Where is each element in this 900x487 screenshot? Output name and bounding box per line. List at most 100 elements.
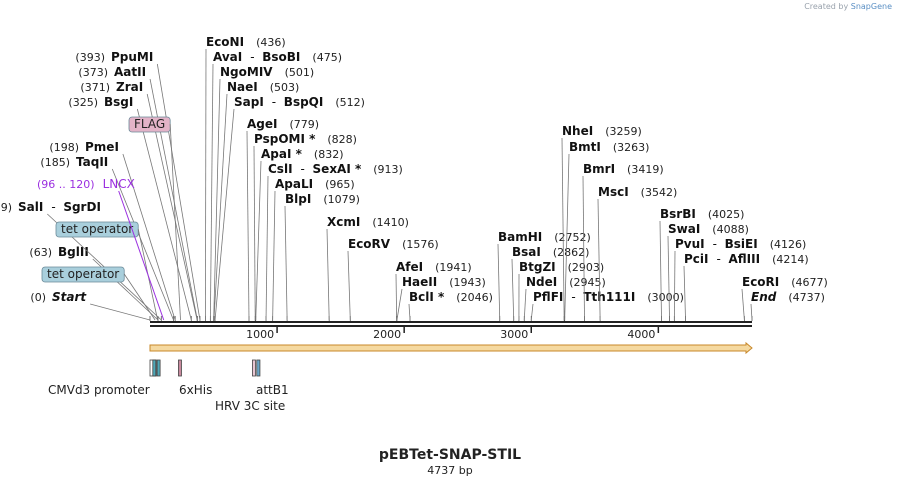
site-position: (4126) bbox=[770, 238, 807, 251]
site-bcli-name: BclI * bbox=[409, 290, 445, 304]
feature-cmvd3-promoter-label: CMVd3 promoter bbox=[48, 383, 150, 397]
feature-tet-op-box-box bbox=[152, 359, 157, 377]
site-blpi-name: BlpI bbox=[285, 192, 311, 206]
site-position: (2752) bbox=[554, 231, 591, 244]
feature-6xhis-box bbox=[178, 359, 182, 377]
site-leader bbox=[253, 145, 256, 321]
site-pvui-name2: BsiEI bbox=[725, 237, 758, 251]
feature-hrv-3c-site-box bbox=[252, 359, 256, 377]
feature-attb1-box bbox=[256, 359, 261, 377]
site-ngomiv-name: NgoMIV bbox=[220, 65, 273, 79]
feature-hrv-3c-site-label: HRV 3C site bbox=[215, 399, 285, 413]
site-position: (3419) bbox=[627, 163, 664, 176]
site-leader bbox=[396, 288, 403, 321]
site-position: (0) bbox=[30, 291, 46, 304]
site-leader bbox=[511, 258, 515, 321]
site-position: (1079) bbox=[323, 193, 360, 206]
site-leader bbox=[530, 303, 534, 321]
site-leader bbox=[209, 63, 214, 321]
site-pcii-name2: AflIII bbox=[729, 252, 761, 266]
site-leader bbox=[272, 190, 276, 321]
site-sali-name: SalI bbox=[18, 200, 43, 214]
site-ecorv-name: EcoRV bbox=[348, 237, 391, 251]
site-position: (1576) bbox=[402, 238, 439, 251]
site-bglii-name: BglII bbox=[58, 245, 89, 259]
site-leader bbox=[255, 160, 262, 321]
site-position: (89) bbox=[0, 201, 12, 214]
ruler-label: 3000 bbox=[500, 328, 528, 341]
feature-6xhis-label: 6xHis bbox=[179, 383, 212, 397]
site-sapi-name2: BspQI bbox=[284, 95, 324, 109]
site-leader bbox=[213, 78, 221, 321]
site-leader bbox=[561, 137, 565, 321]
site-avai-name: AvaI bbox=[213, 50, 242, 64]
site-bsai-name: BsaI bbox=[512, 245, 541, 259]
site-bmti-name: BmtI bbox=[569, 140, 601, 154]
site-leader bbox=[667, 235, 670, 321]
site-leader bbox=[683, 265, 686, 321]
site-position: (4088) bbox=[712, 223, 749, 236]
feature-tet-operator-2-label: tet operator bbox=[61, 222, 133, 236]
feature-flag-label: FLAG bbox=[134, 117, 165, 131]
site-bamhi-name: BamHI bbox=[498, 230, 542, 244]
site-leader bbox=[122, 153, 176, 321]
site-position: (779) bbox=[289, 118, 319, 131]
site-leader bbox=[523, 288, 527, 321]
site-leader bbox=[673, 250, 676, 321]
ruler-label: 4000 bbox=[627, 328, 655, 341]
site-position: (965) bbox=[325, 178, 355, 191]
site-bsrbi-name: BsrBI bbox=[660, 207, 696, 221]
site-separator: - bbox=[717, 252, 721, 266]
site-leader bbox=[149, 78, 198, 321]
site-econi-name: EcoNI bbox=[206, 35, 244, 49]
site-end-name: End bbox=[751, 290, 777, 304]
site-position: (185) bbox=[40, 156, 70, 169]
site-position: (4677) bbox=[791, 276, 828, 289]
credit-prefix: Created by bbox=[804, 2, 849, 11]
site-apali-name: ApaLI bbox=[275, 177, 313, 191]
site-position: (2945) bbox=[569, 276, 606, 289]
site-leader bbox=[90, 303, 151, 321]
plasmid-name: pEBTet-SNAP-STIL bbox=[378, 447, 522, 463]
site-separator: - bbox=[713, 237, 717, 251]
site-leader bbox=[246, 130, 250, 321]
site-pflfi-name2: Tth111I bbox=[583, 290, 635, 304]
site-leader bbox=[564, 153, 570, 321]
site-leader bbox=[659, 220, 662, 321]
site-separator: - bbox=[571, 290, 575, 304]
snapgene-credit: Created by SnapGene bbox=[804, 2, 892, 11]
site-start-name: Start bbox=[52, 290, 87, 304]
site-csii-name: CslI bbox=[268, 162, 293, 176]
site-leader bbox=[582, 175, 585, 321]
site-leader bbox=[265, 175, 269, 321]
site-pvui-name: PvuI bbox=[675, 237, 705, 251]
site-position: (198) bbox=[49, 141, 79, 154]
site-leader bbox=[597, 198, 601, 321]
site-psp0mi-name: PspOMI * bbox=[254, 132, 316, 146]
site-naei-name: NaeI bbox=[227, 80, 258, 94]
lncx-leader bbox=[118, 190, 165, 321]
site-leader bbox=[214, 108, 235, 321]
site-position: (2046) bbox=[456, 291, 493, 304]
site-position: (2903) bbox=[568, 261, 605, 274]
feature-leader bbox=[123, 273, 156, 321]
site-separator: - bbox=[301, 162, 305, 176]
site-position: (3259) bbox=[605, 125, 642, 138]
site-btgzi-name: BtgZI bbox=[519, 260, 556, 274]
site-avai-name2: BsoBI bbox=[262, 50, 300, 64]
site-agei-name: AgeI bbox=[247, 117, 277, 131]
feature-attb1-label: attB1 bbox=[256, 383, 289, 397]
site-position: (4025) bbox=[708, 208, 745, 221]
site-position: (4737) bbox=[788, 291, 825, 304]
site-leader bbox=[395, 273, 398, 321]
site-position: (503) bbox=[270, 81, 300, 94]
site-leader bbox=[750, 303, 753, 321]
lncx-range: (96 .. 120) bbox=[37, 178, 95, 191]
site-position: (325) bbox=[68, 96, 98, 109]
site-sapi-name: SapI bbox=[234, 95, 264, 109]
site-position: (3000) bbox=[647, 291, 684, 304]
site-position: (393) bbox=[75, 51, 105, 64]
site-position: (501) bbox=[285, 66, 315, 79]
site-position: (1941) bbox=[435, 261, 472, 274]
